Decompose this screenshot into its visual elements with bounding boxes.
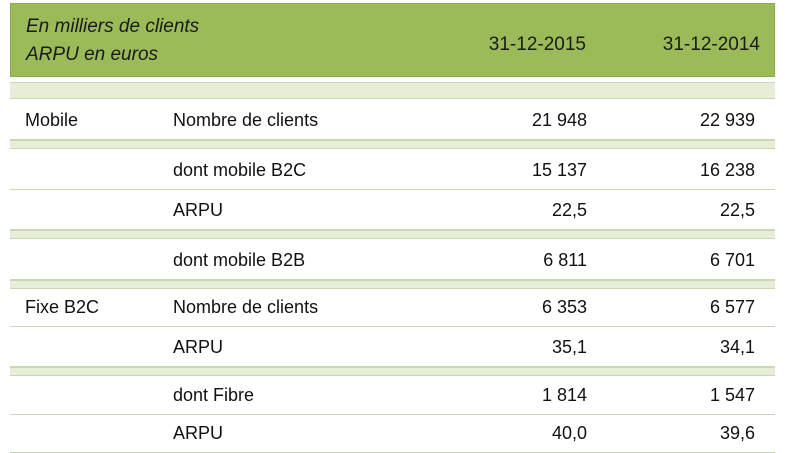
row-label: Nombre de clients xyxy=(173,110,319,130)
column-header-2014: 31-12-2014 xyxy=(662,34,760,55)
separator-band xyxy=(10,230,775,239)
row-value-2014: 6 577 xyxy=(709,297,755,317)
row-value-2015: 15 137 xyxy=(531,160,587,180)
row-value-2015: 21 948 xyxy=(531,110,587,130)
table-row: ARPU 40,0 39,6 xyxy=(10,413,775,453)
row-label: dont Fibre xyxy=(173,385,255,405)
table-row: dont mobile B2B 6 811 6 701 xyxy=(10,240,775,280)
row-value-2014: 16 238 xyxy=(699,160,755,180)
column-header-2015: 31-12-2015 xyxy=(488,34,586,55)
separator-band xyxy=(10,367,775,376)
row-label: Nombre de clients xyxy=(173,297,319,317)
table-row: Mobile Nombre de clients 21 948 22 939 xyxy=(10,100,775,140)
row-label: ARPU xyxy=(173,337,224,357)
row-value-2015: 40,0 xyxy=(551,423,587,443)
table-row: ARPU 22,5 22,5 xyxy=(10,190,775,230)
row-label: dont mobile B2C xyxy=(173,160,307,180)
row-value-2015: 35,1 xyxy=(551,337,587,357)
row-label: ARPU xyxy=(173,423,224,443)
unit-clients-label: En milliers de clients xyxy=(26,16,200,37)
table-row: dont Fibre 1 814 1 547 xyxy=(10,375,775,415)
row-category: Fixe B2C xyxy=(25,297,100,317)
row-value-2015: 6 353 xyxy=(541,297,587,317)
row-value-2014: 1 547 xyxy=(709,385,755,405)
unit-arpu-label: ARPU en euros xyxy=(26,44,159,65)
row-value-2015: 22,5 xyxy=(551,200,587,220)
row-value-2014: 22,5 xyxy=(719,200,755,220)
separator-band xyxy=(10,280,775,289)
separator-band xyxy=(10,82,775,99)
table-row: dont mobile B2C 15 137 16 238 xyxy=(10,150,775,190)
row-value-2015: 6 811 xyxy=(543,250,587,270)
row-value-2014: 34,1 xyxy=(719,337,755,357)
row-label: ARPU xyxy=(173,200,224,220)
row-category: Mobile xyxy=(25,110,79,130)
table-header: En milliers de clients ARPU en euros 31-… xyxy=(10,3,775,77)
separator-band xyxy=(10,140,775,149)
row-value-2014: 39,6 xyxy=(719,423,755,443)
table-row: ARPU 35,1 34,1 xyxy=(10,327,775,367)
table-row: Fixe B2C Nombre de clients 6 353 6 577 xyxy=(10,287,775,327)
row-value-2015: 1 814 xyxy=(541,385,587,405)
row-value-2014: 6 701 xyxy=(709,250,755,270)
row-label: dont mobile B2B xyxy=(173,250,306,270)
row-value-2014: 22 939 xyxy=(699,110,755,130)
